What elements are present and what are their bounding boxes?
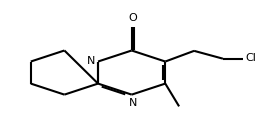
- Text: O: O: [129, 13, 138, 23]
- Text: N: N: [86, 56, 95, 66]
- Text: Cl: Cl: [245, 53, 256, 63]
- Text: N: N: [129, 98, 137, 108]
